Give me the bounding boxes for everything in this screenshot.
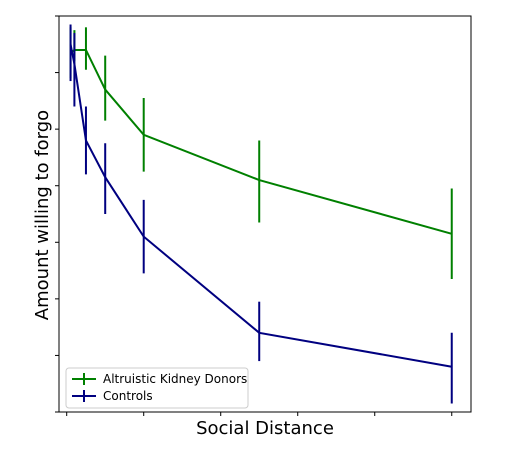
legend-label: Controls [103, 389, 153, 403]
legend: Altruistic Kidney Donors Controls [65, 367, 249, 409]
x-axis-ticks [66, 412, 453, 416]
series-1 [69, 27, 453, 280]
legend-label: Altruistic Kidney Donors [103, 372, 247, 386]
plot-area [58, 15, 472, 413]
legend-box [65, 367, 249, 409]
series-line [69, 44, 452, 368]
y-axis-ticks [55, 15, 59, 413]
series-line [69, 48, 453, 235]
series-2 [69, 24, 453, 404]
x-axis-label: Social Distance [196, 418, 334, 439]
y-axis-label: Amount willing to forgo [32, 110, 53, 320]
plot-frame [58, 15, 472, 413]
series-layer [69, 24, 453, 404]
